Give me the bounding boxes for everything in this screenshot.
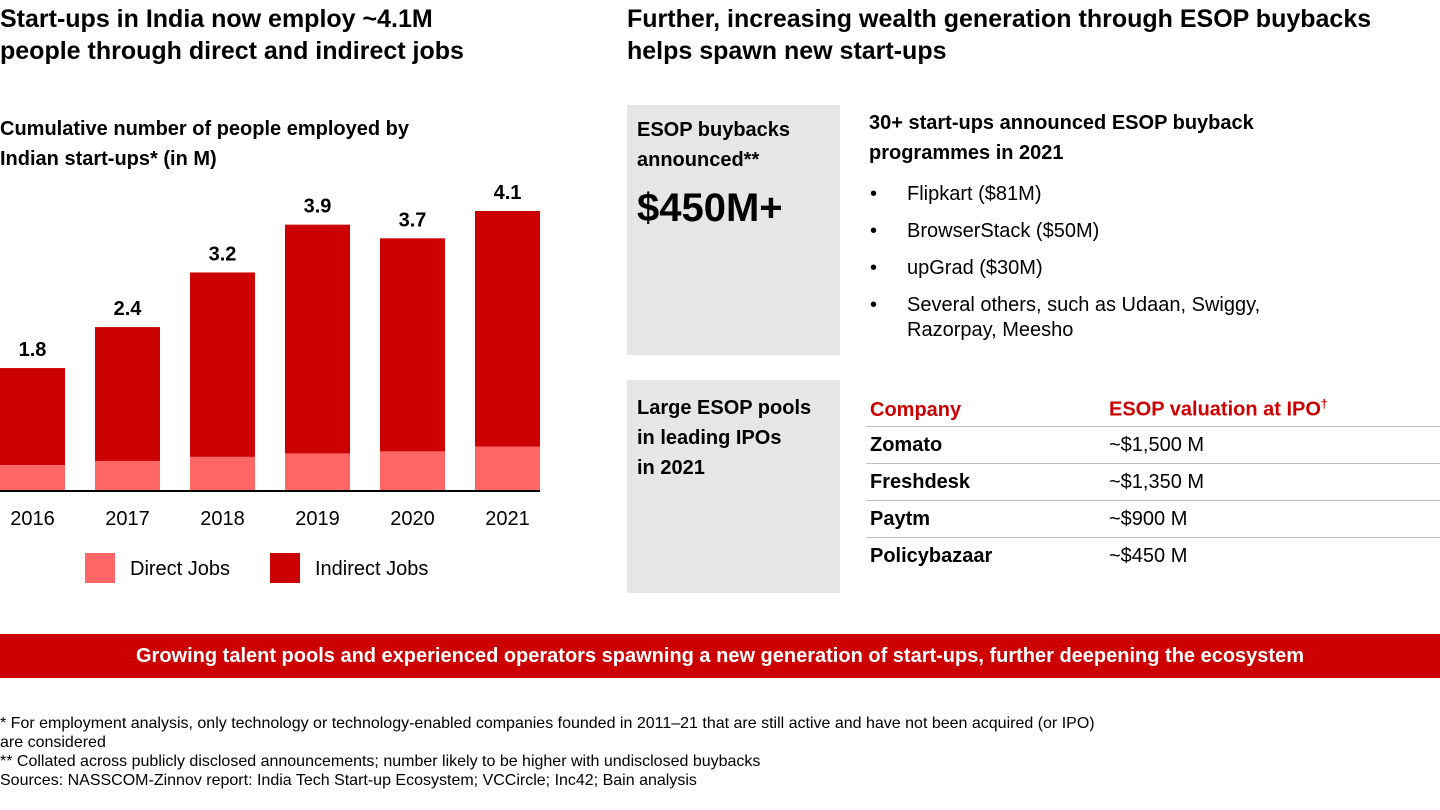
dagger-mark: †	[1320, 397, 1328, 412]
table-row: Policybazaar ~$450 M	[866, 537, 1440, 574]
valuation-cell: ~$1,350 M	[1105, 463, 1440, 501]
x-tick-label-2018: 2018	[200, 508, 245, 530]
employment-bar-chart: 1.8 2016 2.4 2017 3.2 2018 3.9 2019 3.7 2020 4.1 20…	[0, 182, 540, 583]
buyback-list: • Flipkart ($81M) • BrowserStack ($50M) • upG…	[870, 182, 1340, 355]
footnote-employment-line1: * For employment analysis, only technolo…	[0, 715, 1095, 732]
esop-pools-label: Large ESOP pools in leading IPOs in 2021	[637, 393, 811, 483]
bullet-mark: •	[870, 183, 878, 205]
bullet-mark: •	[870, 257, 878, 279]
esop-buybacks-label: ESOP buybacks announced**	[637, 115, 790, 175]
buyback-list-item: • Several others, such as Udaan, Swiggy, …	[870, 293, 1340, 343]
esop-pools-label-line3: in 2021	[637, 457, 705, 479]
total-label-2019: 3.9	[304, 196, 332, 218]
bar-direct-jobs-2016	[0, 465, 65, 491]
x-tick-label-2019: 2019	[295, 508, 340, 530]
company-cell: Zomato	[866, 426, 1105, 464]
bar-direct-jobs-2020	[380, 451, 445, 491]
bar-indirect-jobs-2018	[190, 272, 255, 457]
right-title-line2: helps spawn new start-ups	[627, 37, 947, 65]
buyback-list-item: • upGrad ($30M)	[870, 256, 1340, 281]
x-tick-label-2021: 2021	[485, 508, 530, 530]
esop-buybacks-box: ESOP buybacks announced** $450M+	[627, 105, 840, 355]
legend-swatch-indirect-jobs	[270, 553, 300, 583]
ipo-esop-table: Company ESOP valuation at IPO† Zomato ~$1…	[866, 390, 1440, 574]
bar-direct-jobs-2017	[95, 460, 160, 491]
buyback-list-text: Several others, such as Udaan, Swiggy, R…	[907, 294, 1261, 341]
valuation-cell: ~$450 M	[1105, 537, 1440, 574]
total-label-2021: 4.1	[494, 182, 522, 204]
buyback-heading-line1: 30+ start-ups announced ESOP buyback	[869, 112, 1254, 134]
total-label-2016: 1.8	[19, 339, 47, 361]
bullet-mark: •	[870, 294, 878, 316]
company-cell: Paytm	[866, 500, 1105, 538]
company-cell: Freshdesk	[866, 463, 1105, 501]
buyback-list-item: • BrowserStack ($50M)	[870, 219, 1340, 244]
footnote-buybacks: ** Collated across publicly disclosed an…	[0, 753, 761, 770]
chart-subtitle: Cumulative number of people employed by …	[0, 114, 409, 174]
legend-swatch-direct-jobs	[85, 553, 115, 583]
footnote-employment-line2: are considered	[0, 734, 106, 751]
valuation-cell: ~$1,500 M	[1105, 426, 1440, 464]
x-tick-label-2020: 2020	[390, 508, 435, 530]
esop-pools-label-line1: Large ESOP pools	[637, 397, 812, 419]
buyback-list-text: BrowserStack ($50M)	[907, 220, 1100, 242]
esop-pools-label-line2: in leading IPOs	[637, 427, 782, 449]
left-title-line1: Start-ups in India now employ ~4.1M	[0, 5, 433, 33]
bar-indirect-jobs-2020	[380, 238, 445, 452]
esop-buybacks-label-line1: ESOP buybacks	[637, 119, 791, 141]
esop-buybacks-label-line2: announced**	[637, 149, 760, 171]
left-title: Start-ups in India now employ ~4.1M peop…	[0, 3, 464, 67]
chart-subtitle-line1: Cumulative number of people employed by	[0, 118, 409, 140]
buyback-list-item: • Flipkart ($81M)	[870, 182, 1340, 207]
x-tick-label-2016: 2016	[10, 508, 55, 530]
esop-buybacks-value: $450M+	[637, 186, 783, 230]
total-label-2017: 2.4	[114, 298, 143, 320]
right-title-line1: Further, increasing wealth generation th…	[627, 5, 1372, 33]
legend-label-indirect-jobs: Indirect Jobs	[315, 558, 428, 580]
bar-direct-jobs-2019	[285, 453, 350, 491]
buyback-list-text: Flipkart ($81M)	[907, 183, 1042, 205]
bar-direct-jobs-2018	[190, 456, 255, 491]
x-tick-label-2017: 2017	[105, 508, 150, 530]
col-valuation-header: ESOP valuation at IPO†	[1105, 390, 1440, 427]
valuation-cell: ~$900 M	[1105, 500, 1440, 538]
buyback-heading-line2: programmes in 2021	[869, 142, 1064, 164]
bar-indirect-jobs-2019	[285, 224, 350, 454]
footnote-sources: Sources: NASSCOM-Zinnov report: India Te…	[0, 772, 697, 789]
company-cell: Policybazaar	[866, 537, 1105, 574]
conclusion-banner: Growing talent pools and experienced ope…	[0, 634, 1440, 678]
bar-direct-jobs-2021	[475, 446, 540, 491]
footnotes: * For employment analysis, only technolo…	[0, 714, 1440, 790]
bar-indirect-jobs-2021	[475, 211, 540, 447]
buyback-list-text: upGrad ($30M)	[907, 257, 1043, 279]
col-company-header: Company	[870, 399, 962, 421]
right-title: Further, increasing wealth generation th…	[627, 3, 1371, 67]
table-row: Zomato ~$1,500 M	[866, 426, 1440, 464]
total-label-2020: 3.7	[399, 209, 427, 231]
bar-indirect-jobs-2016	[0, 368, 65, 466]
ipo-table-header: Company ESOP valuation at IPO†	[866, 390, 1440, 427]
buyback-heading: 30+ start-ups announced ESOP buyback pro…	[869, 108, 1254, 168]
esop-pools-box: Large ESOP pools in leading IPOs in 2021	[627, 380, 840, 593]
table-row: Paytm ~$900 M	[866, 500, 1440, 538]
col-valuation-text: ESOP valuation at IPO	[1109, 399, 1321, 421]
legend-label-direct-jobs: Direct Jobs	[130, 558, 230, 580]
table-row: Freshdesk ~$1,350 M	[866, 463, 1440, 501]
bar-indirect-jobs-2017	[95, 327, 160, 461]
total-label-2018: 3.2	[209, 243, 237, 265]
left-title-line2: people through direct and indirect jobs	[0, 37, 464, 65]
chart-subtitle-line2: Indian start-ups* (in M)	[0, 148, 217, 170]
bullet-mark: •	[870, 220, 878, 242]
